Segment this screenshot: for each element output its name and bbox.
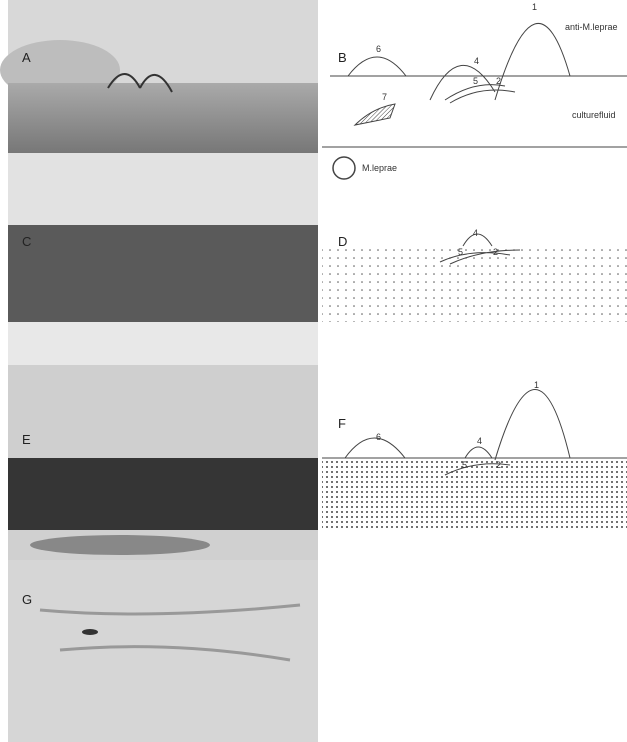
arc-label: 4 [474,56,479,66]
panel-label: A [22,50,31,65]
panel-label: G [22,592,32,607]
arc-label: 2 [496,76,501,86]
panel-label: C [22,234,31,249]
arc-label: 4 [473,228,478,238]
antibody-label: anti-M.leprae [565,22,618,32]
legend-label: M.leprae [362,163,397,173]
diagram-f [322,389,627,530]
diagram-b [322,23,627,179]
arc-label: 2 [493,247,498,257]
diagram-d [322,234,627,322]
arc-label: 1 [532,2,537,12]
arc-label: 2 [496,460,501,470]
arc-label: 4 [477,436,482,446]
arc-label: 7 [382,92,387,102]
figure: A C E G B anti-M.leprae culturefluid M.l… [0,0,627,742]
arc-label: 5 [462,460,467,470]
panel-label: D [338,234,347,249]
panel-label: F [338,416,346,431]
antigen-label: culturefluid [572,110,616,120]
panel-label: B [338,50,347,65]
arc-label: 5 [473,76,478,86]
arc-label: 5 [458,247,463,257]
photo-column [0,0,318,742]
arc-label: 6 [376,432,381,442]
arc-label: 1 [534,380,539,390]
panel-label: E [22,432,31,447]
arc-label: 6 [376,44,381,54]
